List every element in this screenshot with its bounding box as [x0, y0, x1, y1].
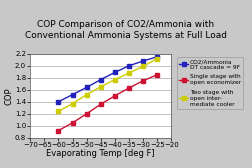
- Single stage with
open economizer: [156, 74, 159, 76]
- Two stage with
open inter-
mediate cooler: [113, 79, 116, 81]
- Two stage with
open inter-
mediate cooler: [156, 58, 159, 60]
- CO2/Ammonia
DT cascade = 9F: [156, 56, 159, 58]
- Line: Single stage with
open economizer: Single stage with open economizer: [57, 73, 159, 132]
- CO2/Ammonia
DT cascade = 9F: [99, 79, 102, 81]
- Two stage with
open inter-
mediate cooler: [142, 65, 145, 67]
- CO2/Ammonia
DT cascade = 9F: [85, 86, 88, 88]
- Legend: CO2/Ammonia
DT cascade = 9F, Single stage with
open economizer, Two stage with
o: CO2/Ammonia DT cascade = 9F, Single stag…: [177, 57, 243, 109]
- CO2/Ammonia
DT cascade = 9F: [57, 101, 60, 103]
- Line: Two stage with
open inter-
mediate cooler: Two stage with open inter- mediate coole…: [57, 57, 159, 113]
- Single stage with
open economizer: [113, 95, 116, 97]
- Text: COP Comparison of CO2/Ammonia with
Conventional Ammonia Systems at Full Load: COP Comparison of CO2/Ammonia with Conve…: [25, 20, 227, 39]
- Two stage with
open inter-
mediate cooler: [128, 72, 131, 74]
- Two stage with
open inter-
mediate cooler: [85, 94, 88, 96]
- CO2/Ammonia
DT cascade = 9F: [113, 71, 116, 73]
- Single stage with
open economizer: [142, 80, 145, 82]
- Single stage with
open economizer: [128, 87, 131, 89]
- Two stage with
open inter-
mediate cooler: [57, 110, 60, 112]
- Single stage with
open economizer: [71, 122, 74, 124]
- Two stage with
open inter-
mediate cooler: [71, 102, 74, 104]
- CO2/Ammonia
DT cascade = 9F: [142, 60, 145, 62]
- Single stage with
open economizer: [99, 103, 102, 105]
- Line: CO2/Ammonia
DT cascade = 9F: CO2/Ammonia DT cascade = 9F: [57, 55, 159, 103]
- Two stage with
open inter-
mediate cooler: [99, 86, 102, 88]
- CO2/Ammonia
DT cascade = 9F: [128, 65, 131, 67]
- Single stage with
open economizer: [85, 113, 88, 115]
- X-axis label: Evaporating Temp [deg F]: Evaporating Temp [deg F]: [46, 149, 155, 158]
- CO2/Ammonia
DT cascade = 9F: [71, 94, 74, 96]
- Single stage with
open economizer: [57, 130, 60, 132]
- Y-axis label: COP: COP: [5, 87, 13, 104]
